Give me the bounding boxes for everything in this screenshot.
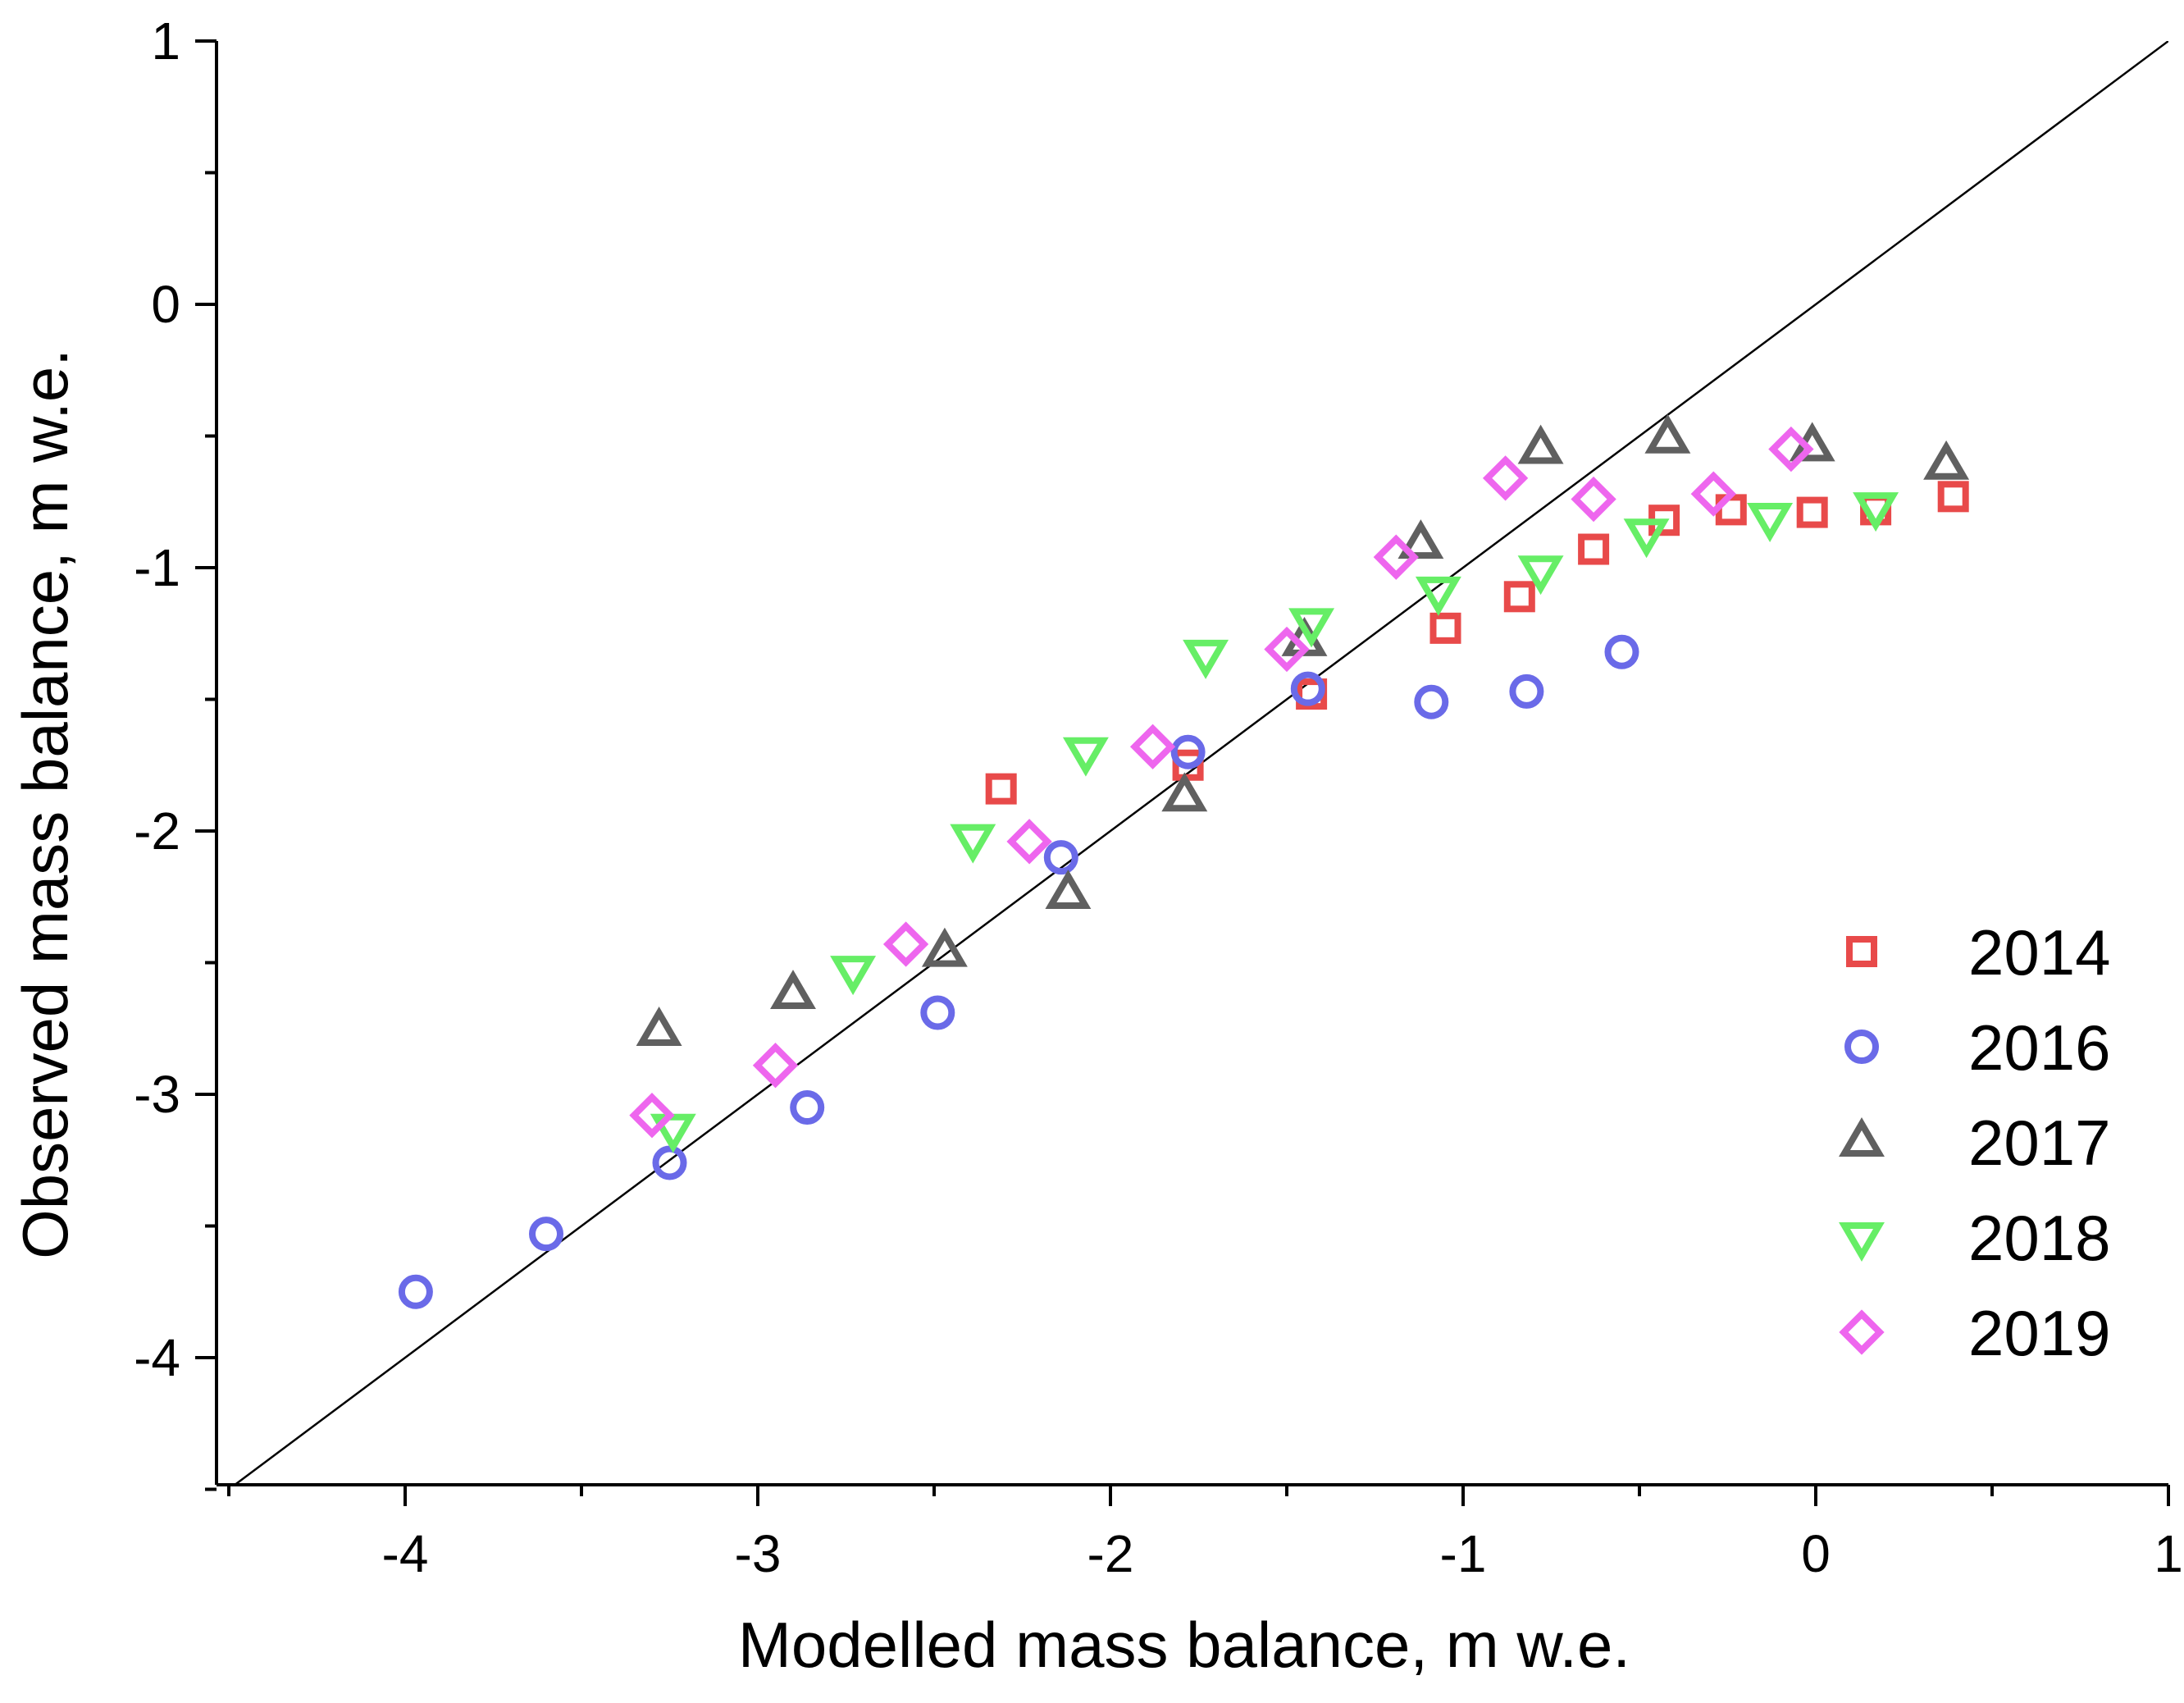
data-point-2016: [652, 1145, 687, 1180]
series-2016: [398, 634, 1639, 1309]
y-tick-label: 1: [151, 11, 180, 71]
y-axis-title: Observed mass balance, m w.e.: [9, 349, 81, 1259]
series-2018: [650, 492, 1899, 1153]
y-tick-label: -1: [134, 538, 180, 597]
data-point-2016: [1170, 734, 1206, 769]
data-point-2014: [1578, 533, 1610, 565]
legend-marker-2014: [1846, 936, 1877, 967]
legend-marker-2018: [1839, 1222, 1885, 1262]
data-point-2018: [1517, 555, 1564, 596]
data-point-2016: [398, 1274, 433, 1309]
data-point-2018: [950, 824, 996, 864]
data-point-2019: [629, 1093, 675, 1139]
legend-item-2016: 2016: [1844, 1011, 2111, 1084]
data-point-2016: [1290, 671, 1325, 706]
data-point-2017: [636, 1007, 682, 1046]
x-tick-label: -4: [382, 1524, 429, 1583]
x-tick-label: 0: [1801, 1524, 1831, 1583]
legend-marker-2016: [1844, 1030, 1879, 1064]
legend: 2014 2016 2017 2018 2019: [1839, 916, 2111, 1369]
legend-label: 2019: [1968, 1297, 2111, 1369]
data-point-2018: [1062, 737, 1109, 777]
data-point-2017: [1517, 424, 1564, 464]
y-tick-label: -4: [134, 1328, 180, 1387]
data-point-2019: [1373, 534, 1419, 580]
legend-item-2017: 2017: [1839, 1107, 2111, 1179]
y-tick-label: 0: [151, 275, 180, 334]
data-point-2019: [752, 1043, 799, 1089]
data-point-2018: [650, 1113, 696, 1153]
legend-label: 2016: [1968, 1011, 2111, 1084]
x-tick-label: -3: [735, 1524, 782, 1583]
data-point-2017: [1045, 870, 1092, 910]
legend-label: 2017: [1968, 1107, 2111, 1179]
data-point-2019: [1129, 724, 1176, 769]
axes: -4 -3 -2 -1 0 1 -4 -3 -2 -1 0 1: [134, 11, 2183, 1583]
data-point-2017: [1397, 519, 1444, 559]
data-point-2014: [1503, 581, 1535, 613]
data-point-2016: [1509, 673, 1544, 709]
data-point-2018: [830, 956, 877, 996]
data-point-2019: [1482, 455, 1529, 501]
y-tick-label: -3: [134, 1065, 180, 1124]
data-point-2016: [1043, 840, 1078, 875]
data-point-2014: [985, 773, 1017, 805]
data-point-2016: [1604, 634, 1639, 669]
data-point-2019: [1768, 426, 1814, 473]
data-point-2014: [1796, 496, 1828, 528]
data-point-2014: [1937, 481, 1969, 513]
data-point-2016: [1414, 684, 1449, 719]
legend-item-2018: 2018: [1839, 1202, 2111, 1274]
x-tick-label: 1: [2154, 1524, 2183, 1583]
x-tick-label: -2: [1087, 1524, 1134, 1583]
data-point-2017: [1161, 772, 1208, 812]
legend-marker-2019: [1839, 1309, 1885, 1355]
data-point-2016: [920, 995, 955, 1030]
legend-label: 2014: [1968, 916, 2111, 988]
series-2014: [985, 481, 1969, 805]
series-2017: [636, 413, 1970, 1046]
one-to-one-line: [233, 41, 2168, 1485]
data-point-2017: [1923, 440, 1970, 480]
legend-item-2019: 2019: [1839, 1297, 2111, 1369]
x-tick-label: -1: [1440, 1524, 1487, 1583]
data-point-2018: [1183, 639, 1229, 679]
data-point-2016: [790, 1090, 825, 1125]
data-point-2018: [1288, 608, 1335, 648]
legend-label: 2018: [1968, 1202, 2111, 1274]
data-point-2014: [1429, 612, 1461, 644]
legend-item-2014: 2014: [1846, 916, 2111, 988]
data-point-2019: [1571, 476, 1616, 523]
data-point-2018: [1623, 518, 1670, 559]
reference-line-layer: [233, 41, 2168, 1485]
data-point-2018: [1415, 576, 1461, 616]
x-axis-title: Modelled mass balance, m w.e.: [738, 1609, 1630, 1681]
data-point-2017: [921, 927, 968, 967]
data-points: [398, 413, 1970, 1309]
data-point-2017: [1644, 413, 1691, 454]
series-2019: [629, 426, 1814, 1139]
data-point-2019: [882, 921, 929, 967]
data-point-2018: [1747, 503, 1794, 542]
data-point-2019: [1690, 471, 1736, 517]
data-point-2019: [1264, 626, 1310, 673]
data-point-2014: [1172, 749, 1204, 781]
data-point-2016: [529, 1217, 563, 1252]
data-point-2017: [770, 970, 816, 1010]
legend-marker-2017: [1839, 1117, 1885, 1157]
y-tick-label: -2: [134, 801, 180, 861]
data-point-2018: [1853, 492, 1899, 532]
data-point-2019: [1006, 819, 1052, 865]
